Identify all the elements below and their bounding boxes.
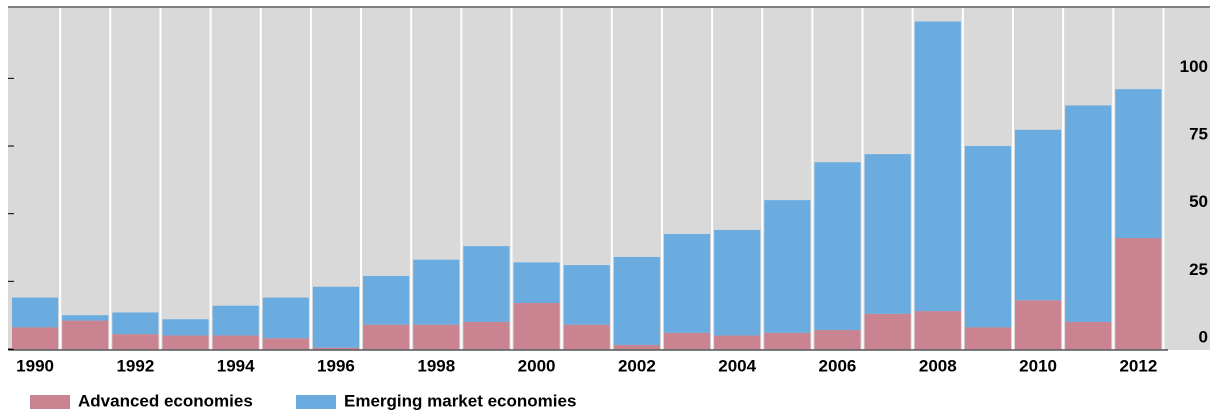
bar-segment [814,330,861,349]
x-tick-label: 1994 [217,356,255,375]
bar-segment [563,265,610,325]
x-tick-label: 1996 [317,356,355,375]
bar-segment [162,335,209,349]
bar-segment [964,146,1011,328]
legend-label: Emerging market economies [344,391,576,410]
bar-segment [162,319,209,336]
bar-segment [864,313,911,349]
bar-segment [1015,300,1062,349]
y-tick-label: 75 [1189,125,1208,144]
bar-segment [262,338,309,349]
bar-segment [1065,321,1112,349]
x-tick-label: 1998 [417,356,455,375]
y-tick-label: 25 [1189,260,1208,279]
x-tick-label: 2006 [819,356,857,375]
y-tick-label: 0 [1199,327,1208,346]
bar-segment [714,335,761,349]
legend-swatch [296,395,336,409]
bar-segment [864,154,911,314]
bar-segment [914,311,961,349]
bar-segment [463,321,510,349]
x-tick-label: 2010 [1019,356,1057,375]
bar-segment [312,286,360,348]
legend-label: Advanced economies [78,391,253,410]
x-tick-label: 1990 [16,356,54,375]
x-tick-label: 2008 [919,356,957,375]
bar-segment [1015,129,1062,301]
bar-segment [212,305,259,336]
bar-segment [964,327,1011,349]
bar-segment [613,344,660,349]
bar-segment [513,262,560,303]
bar-segment [62,315,109,321]
bar-segment [112,334,159,349]
bar-segment [563,324,610,349]
bar-segment [613,256,660,345]
bar-segment [413,259,460,325]
bar-segment [62,320,109,349]
x-tick-label: 2012 [1119,356,1157,375]
x-tick-label: 2002 [618,356,656,375]
bar-segment [1115,238,1162,349]
bar-segment [413,324,460,349]
bar-segment [1115,89,1162,239]
bar-segment [12,297,59,328]
x-tick-label: 2004 [718,356,756,375]
bar-segment [262,297,309,339]
bar-segment [764,332,811,349]
bar-segment [814,162,861,331]
bar-segment [312,347,360,349]
y-tick-label: 50 [1189,192,1208,211]
bar-segment [363,324,410,349]
bar-segment [212,335,259,349]
bar-segment [463,246,510,322]
bar-segment [663,332,711,349]
x-tick-label: 2000 [518,356,556,375]
legend-swatch [30,395,70,409]
bar-segment [513,302,560,349]
bar-segment [714,229,761,336]
bar-segment [914,21,961,312]
x-tick-label: 1992 [116,356,154,375]
bar-segment [1065,105,1112,322]
y-tick-label: 100 [1180,57,1208,76]
bar-segment [363,275,410,325]
bar-segment [112,312,159,335]
bar-segment [764,200,811,333]
bar-segment [12,327,59,349]
bar-segment [663,233,711,333]
